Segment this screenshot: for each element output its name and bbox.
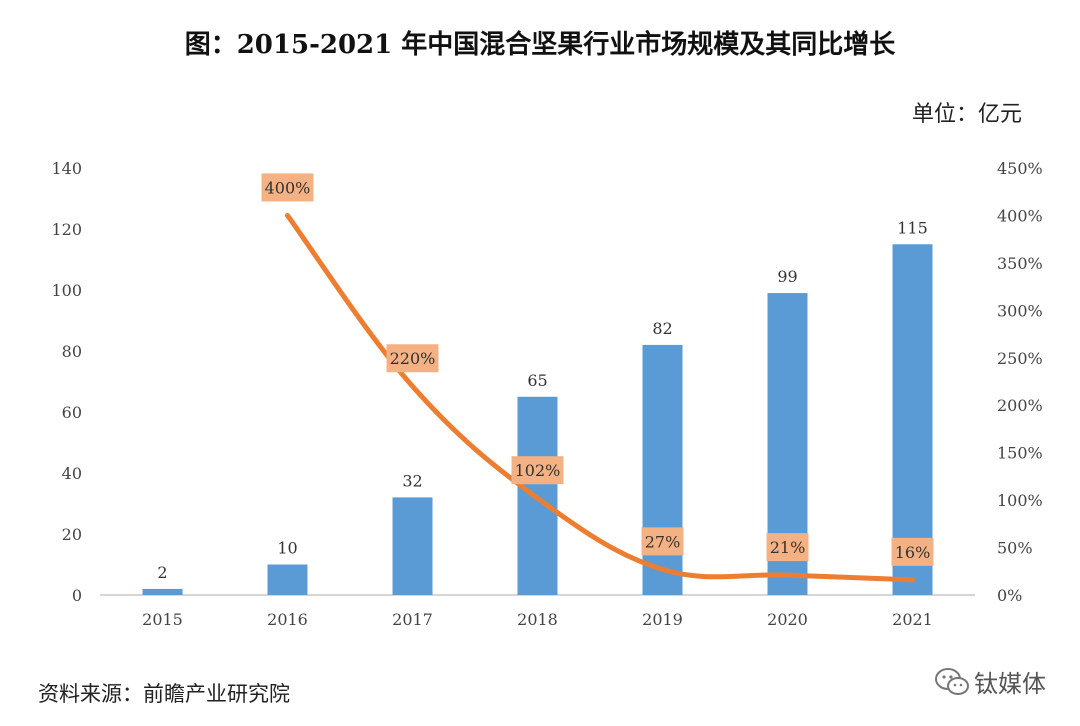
- x-tick-label: 2015: [142, 610, 183, 629]
- y-tick-label: 100: [51, 281, 82, 300]
- x-tick-label: 2019: [642, 610, 683, 629]
- bar: [892, 244, 933, 595]
- bar-value-label: 115: [897, 218, 928, 237]
- y2-tick-label: 50%: [997, 539, 1033, 558]
- growth-label-box: [386, 344, 439, 373]
- growth-label-box: [261, 173, 314, 202]
- x-tick-label: 2018: [517, 610, 558, 629]
- growth-label: 400%: [265, 178, 311, 197]
- bar-value-label: 10: [277, 539, 297, 558]
- growth-label-box: [891, 537, 934, 566]
- bar: [642, 344, 683, 595]
- y-tick-label: 20: [62, 525, 82, 544]
- watermark-text: 钛媒体: [974, 670, 1046, 698]
- y2-tick-label: 200%: [997, 396, 1043, 415]
- y2-tick-label: 250%: [997, 349, 1043, 368]
- growth-line: [285, 212, 915, 583]
- x-tick-label: 2021: [892, 610, 933, 629]
- growth-label-box: [641, 527, 684, 556]
- bar: [267, 564, 308, 595]
- y-tick-label: 120: [51, 220, 82, 239]
- bar-value-label: 32: [402, 471, 422, 490]
- source-note: 资料来源：前瞻产业研究院: [38, 682, 290, 706]
- y2-tick-label: 150%: [997, 444, 1043, 463]
- bar-value-label: 82: [652, 319, 672, 338]
- y2-tick-label: 450%: [997, 159, 1043, 178]
- bar: [142, 588, 183, 595]
- growth-label-box: [511, 456, 564, 485]
- wechat-icon: [935, 667, 969, 695]
- x-tick-label: 2016: [267, 610, 308, 629]
- y2-tick-label: 400%: [997, 206, 1043, 225]
- growth-label: 16%: [895, 543, 931, 562]
- y2-tick-label: 0%: [997, 586, 1022, 605]
- growth-label: 102%: [515, 461, 561, 480]
- growth-label: 21%: [770, 538, 806, 557]
- y-tick-label: 0: [72, 586, 82, 605]
- growth-label-box: [766, 533, 809, 562]
- x-tick-label: 2020: [767, 610, 808, 629]
- growth-label: 220%: [390, 349, 436, 368]
- bar-value-label: 65: [527, 371, 547, 390]
- y-tick-label: 80: [62, 342, 82, 361]
- chart-title: 图：2015-2021 年中国混合坚果行业市场规模及其同比增长: [184, 30, 896, 60]
- y-tick-label: 60: [62, 403, 82, 422]
- watermark: 钛媒体: [934, 664, 1046, 699]
- bar: [392, 497, 433, 595]
- unit-label: 单位：亿元: [911, 102, 1022, 127]
- y-tick-label: 140: [51, 159, 82, 178]
- y2-tick-label: 300%: [997, 301, 1043, 320]
- x-tick-label: 2017: [392, 610, 433, 629]
- bar-value-label: 99: [777, 267, 797, 286]
- bar-value-label: 2: [157, 563, 167, 582]
- growth-label: 27%: [645, 532, 681, 551]
- y2-tick-label: 100%: [997, 491, 1043, 510]
- y2-tick-label: 350%: [997, 254, 1043, 273]
- y-tick-label: 40: [62, 464, 82, 483]
